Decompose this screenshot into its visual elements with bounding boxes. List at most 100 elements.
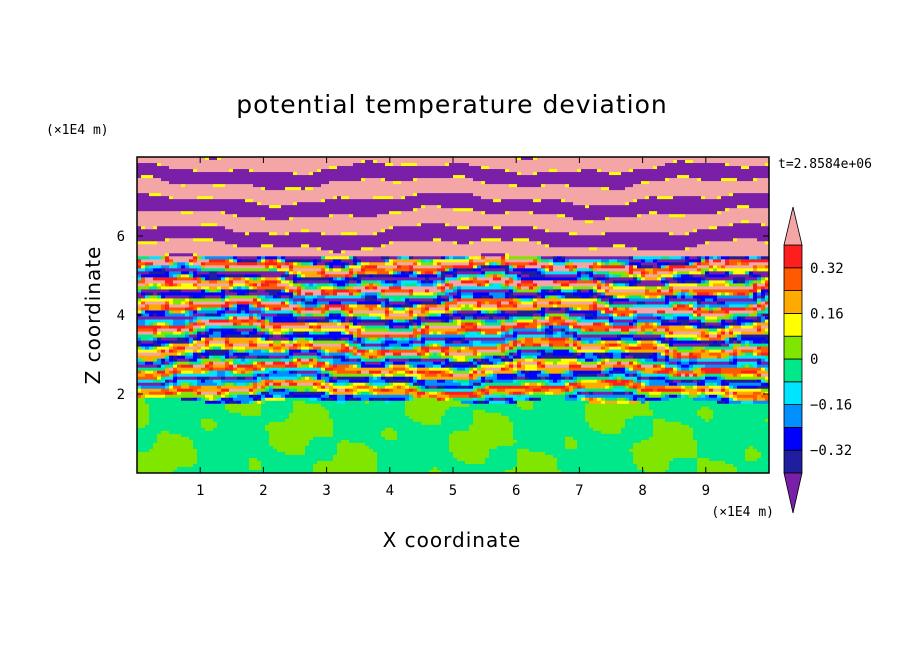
field-cell — [589, 271, 594, 275]
field-cell — [533, 316, 542, 321]
field-cell — [593, 391, 614, 396]
field-cell — [153, 346, 158, 351]
field-cell — [285, 379, 294, 384]
field-cell — [433, 292, 438, 297]
field-cell — [513, 286, 518, 291]
field-cell — [137, 340, 142, 345]
field-cell — [137, 169, 194, 173]
field-cell — [169, 430, 270, 435]
field-cell — [381, 301, 386, 306]
field-cell — [313, 463, 378, 468]
field-cell — [289, 355, 294, 360]
field-cell — [733, 358, 738, 363]
field-cell — [137, 430, 162, 435]
field-cell — [677, 271, 690, 275]
field-cell — [541, 364, 546, 369]
field-cell — [257, 295, 262, 300]
field-cell — [665, 316, 674, 321]
field-cell — [761, 301, 766, 306]
field-cell — [557, 322, 562, 327]
field-cell — [629, 268, 634, 272]
field-cell — [645, 301, 666, 306]
field-cell — [209, 286, 218, 291]
field-cell — [421, 325, 426, 330]
field-cell — [385, 382, 390, 387]
field-cell — [721, 367, 762, 372]
field-cell — [313, 376, 318, 381]
field-cell — [633, 457, 674, 462]
field-cell — [257, 304, 266, 309]
field-cell — [765, 301, 769, 306]
field-cell — [577, 394, 586, 399]
field-cell — [145, 310, 166, 315]
field-cell — [189, 436, 270, 441]
field-cell — [509, 367, 514, 372]
field-cell — [449, 292, 458, 297]
field-cell — [509, 292, 514, 297]
field-cell — [457, 457, 486, 462]
field-cell — [321, 256, 326, 260]
field-cell — [385, 307, 390, 312]
field-cell — [709, 406, 769, 411]
field-cell — [321, 352, 326, 357]
field-cell — [733, 352, 738, 357]
field-cell — [721, 376, 726, 381]
field-cell — [161, 358, 166, 363]
field-cell — [765, 316, 769, 321]
field-cell — [229, 277, 234, 281]
field-cell — [561, 295, 566, 300]
field-cell — [333, 382, 338, 387]
field-cell — [149, 409, 230, 414]
field-cell — [661, 256, 670, 260]
field-cell — [205, 340, 210, 345]
field-cell — [625, 202, 630, 206]
field-cell — [473, 409, 486, 414]
field-cell — [393, 385, 398, 390]
field-cell — [173, 322, 186, 327]
field-cell — [581, 277, 590, 281]
field-cell — [173, 355, 178, 360]
field-cell — [193, 319, 198, 324]
field-cell — [669, 301, 674, 306]
field-cell — [657, 337, 666, 342]
field-cell — [585, 220, 594, 224]
field-cell — [701, 271, 706, 275]
field-cell — [189, 319, 194, 324]
field-cell — [145, 304, 150, 309]
field-cell — [605, 361, 618, 366]
field-cell — [253, 277, 258, 281]
field-cell — [657, 340, 662, 345]
field-cell — [453, 265, 474, 269]
field-cell — [229, 361, 234, 366]
field-cell — [161, 361, 166, 366]
field-cell — [493, 277, 502, 281]
field-cell — [441, 301, 446, 306]
field-cell — [321, 349, 326, 354]
field-cell — [165, 349, 170, 354]
field-cell — [517, 286, 522, 291]
field-cell — [701, 337, 710, 342]
field-cell — [201, 379, 206, 384]
field-cell — [537, 325, 542, 330]
field-cell — [657, 295, 662, 300]
field-cell — [141, 343, 154, 348]
field-cell — [145, 346, 150, 351]
field-cell — [701, 277, 706, 281]
field-cell — [633, 454, 698, 459]
field-cell — [377, 349, 382, 354]
field-cell — [701, 352, 710, 357]
field-cell — [741, 166, 750, 170]
field-cell — [325, 382, 330, 387]
field-cell — [197, 307, 202, 312]
field-cell — [713, 256, 718, 260]
field-cell — [285, 397, 310, 402]
field-cell — [269, 439, 310, 444]
field-cell — [417, 322, 422, 327]
field-cell — [505, 388, 526, 393]
field-cell — [677, 316, 690, 321]
field-cell — [645, 196, 650, 200]
field-cell — [217, 286, 222, 291]
field-cell — [541, 328, 546, 333]
field-cell — [425, 304, 438, 309]
field-cell — [593, 292, 598, 297]
